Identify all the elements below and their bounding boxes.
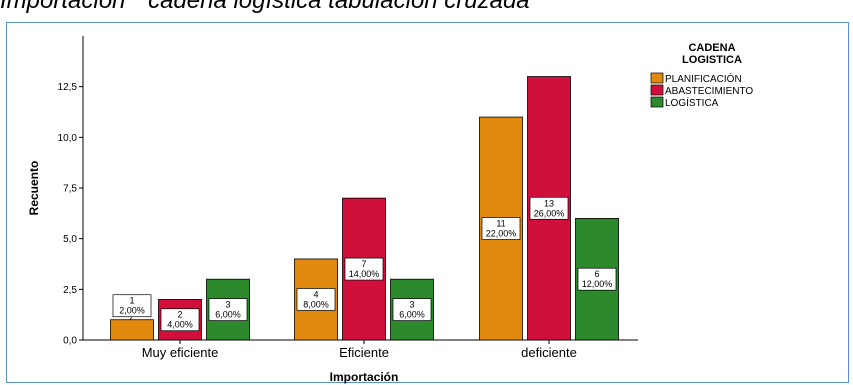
y-axis-label: Recuento [27,161,41,216]
data-label-box [160,308,200,332]
data-label-box [208,298,248,321]
data-label-percent: 22,00% [486,229,517,239]
x-axis-label: Importación [330,370,399,384]
legend-label-0: PLANIFICACIÓN [665,72,742,85]
data-label-count: 1 [129,296,134,306]
data-label-count: 6 [594,269,599,279]
legend-title-line2: LOGISTICA [682,54,742,66]
legend-label-1: ABASTECIMIENTO [665,86,753,97]
data-label-percent: 14,00% [349,269,380,279]
data-label-leader [129,316,133,320]
y-tick-label: 7,5 [63,184,77,195]
x-tick-label: deficiente [521,345,577,360]
data-label-box [344,257,384,281]
data-label-count: 11 [496,219,505,229]
legend-label-2: LOGÍSTICA [665,96,719,109]
data-label-box [296,288,336,311]
data-label-percent: 26,00% [534,208,565,218]
data-label-percent: 6,00% [399,310,425,320]
data-label-percent: 4,00% [167,320,193,330]
data-label-box [529,196,569,220]
data-label-box [392,298,432,321]
data-label-count: 3 [409,300,414,310]
x-tick-label: Eficiente [339,345,389,360]
data-label-count: 3 [225,300,230,310]
bar-0-0 [110,319,154,341]
y-tick-label: 5,0 [63,234,77,245]
data-label-count: 4 [313,289,318,299]
data-label-percent: 6,00% [215,310,241,320]
data-label-count: 7 [361,259,366,269]
data-label-percent: 8,00% [303,299,329,309]
data-label-percent: 12,00% [582,279,613,289]
y-tick-label: 12,5 [58,82,78,93]
legend-swatch-2 [650,96,664,108]
y-tick-label: 2,5 [63,285,77,296]
legend-title-line1: CADENA [688,42,735,54]
chart-frame [6,22,849,383]
y-tick-label: 0,0 [63,336,77,347]
data-label-box [577,267,617,291]
data-label-box [481,217,521,240]
data-label-count: 13 [544,198,554,208]
chart-title: Importación * cadena logística tabulació… [0,0,530,14]
data-label-count: 2 [177,310,182,320]
y-tick-label: 10,0 [58,133,78,144]
data-label-percent: 2,00% [119,306,145,316]
legend-swatch-1 [650,84,664,96]
x-tick-label: Muy eficiente [142,345,219,360]
legend-swatch-0 [650,72,664,84]
